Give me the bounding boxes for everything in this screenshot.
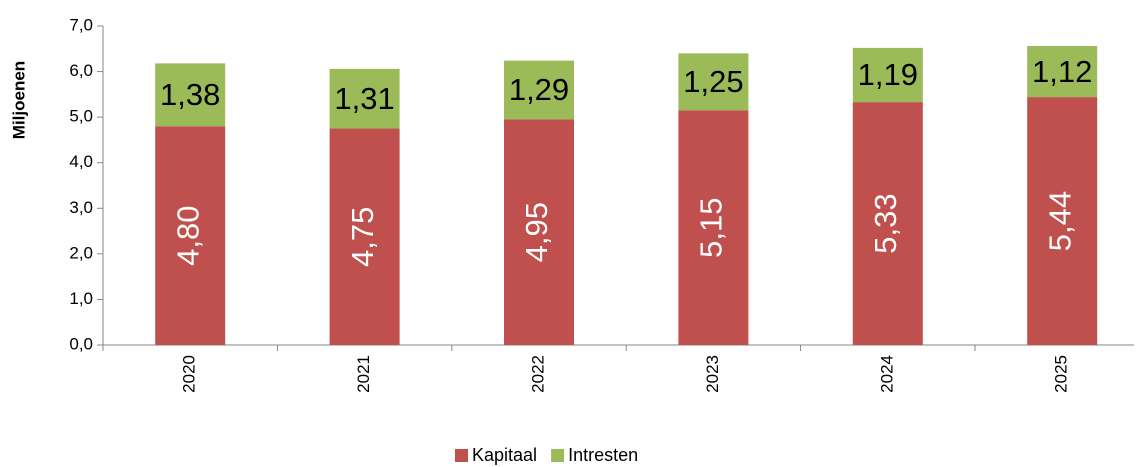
bar-segment [852, 47, 923, 103]
x-tick-label: 2022 [528, 355, 547, 393]
bar-segment [329, 68, 400, 129]
y-tick-label: 2,0 [69, 243, 93, 262]
legend-swatch [551, 449, 565, 462]
x-tick-label: 2021 [354, 355, 373, 393]
y-tick-label: 3,0 [69, 198, 93, 217]
value-label: 1,19 [858, 57, 918, 92]
y-tick-label: 1,0 [69, 289, 93, 308]
value-label: 5,44 [1042, 191, 1077, 251]
bar-segment [329, 128, 400, 345]
bar-segment [1027, 97, 1098, 345]
y-tick-label: 0,0 [69, 334, 93, 353]
y-tick-label: 5,0 [69, 107, 93, 126]
bar-segment [504, 60, 574, 120]
bar-segment [678, 53, 749, 111]
y-tick-label: 6,0 [69, 61, 93, 80]
value-label: 5,33 [868, 193, 903, 253]
x-tick-label: 2020 [180, 355, 199, 393]
bar-segment [678, 110, 749, 345]
x-tick-label: 2024 [877, 355, 896, 393]
x-tick-label: 2025 [1052, 355, 1071, 393]
legend-label: Intresten [568, 445, 638, 465]
bar-segment [504, 119, 574, 346]
value-label: 1,31 [334, 81, 394, 116]
x-tick-label: 2023 [703, 355, 722, 393]
value-label: 5,15 [694, 197, 729, 257]
bar-segment [852, 102, 923, 346]
legend-label: Kapitaal [472, 445, 537, 465]
bar-segment [1027, 46, 1098, 98]
value-label: 1,25 [683, 64, 743, 99]
y-axis-title: Miljoenen [9, 61, 28, 139]
bar-segment [155, 126, 226, 345]
bar-segment [155, 63, 226, 127]
y-tick-label: 4,0 [69, 152, 93, 171]
value-label: 4,75 [345, 207, 380, 267]
value-label: 4,80 [170, 205, 205, 265]
value-label: 1,12 [1032, 54, 1092, 89]
value-label: 1,38 [160, 77, 220, 112]
value-label: 4,95 [519, 202, 554, 262]
y-tick-label: 7,0 [69, 15, 93, 34]
legend-swatch [455, 449, 468, 462]
value-label: 1,29 [509, 72, 569, 107]
